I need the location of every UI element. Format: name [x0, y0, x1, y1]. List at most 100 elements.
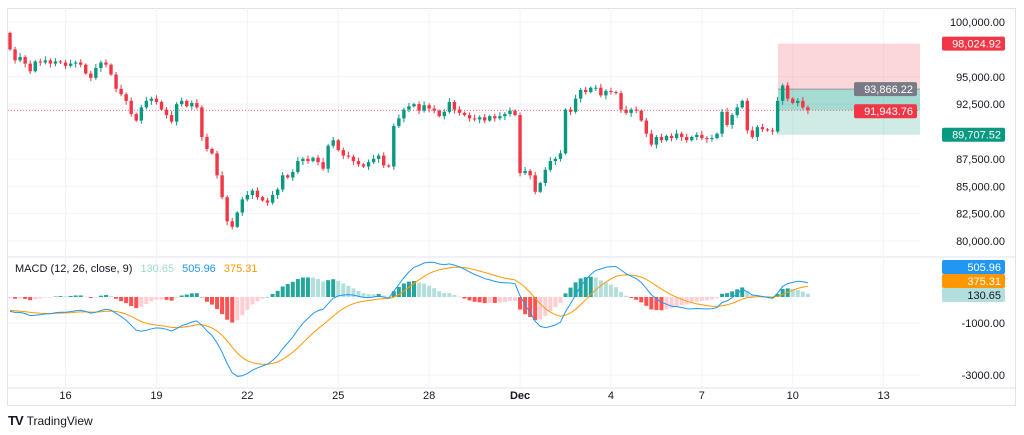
candle-body	[311, 157, 315, 162]
candle-body	[452, 101, 457, 110]
price-tick-label: 85,000.00	[956, 181, 1005, 193]
macd-histogram-bar	[563, 293, 568, 297]
candle-body	[553, 158, 558, 162]
macd-histogram-bar	[437, 291, 442, 297]
candle-body	[94, 67, 98, 78]
candle	[402, 107, 406, 123]
macd-histogram-bar	[543, 297, 548, 317]
candle-body	[483, 117, 487, 121]
candle-body	[245, 195, 250, 200]
candle	[149, 96, 154, 105]
tradingview-brand[interactable]: TV TradingView	[8, 413, 93, 428]
candle-body	[240, 199, 244, 213]
macd-histogram-bar	[184, 294, 189, 297]
candle	[301, 156, 305, 166]
candle-body	[149, 98, 154, 101]
candle-body	[604, 90, 608, 96]
macd-histogram-bar	[513, 297, 517, 301]
candle	[356, 157, 361, 167]
candle	[281, 172, 285, 193]
candle	[654, 135, 659, 149]
candle-body	[286, 175, 290, 178]
candle	[594, 85, 598, 91]
candle	[73, 60, 78, 68]
macd-histogram-bar	[442, 292, 447, 297]
candle	[306, 155, 310, 164]
brand-name: TradingView	[26, 413, 93, 428]
macd-histogram-bar	[619, 291, 624, 297]
macd-histogram-bar	[568, 287, 573, 297]
macd-histogram-bar	[290, 281, 295, 297]
macd-histogram-bar	[265, 296, 270, 298]
macd-histogram-bar	[326, 280, 331, 297]
candle-body	[654, 136, 659, 145]
macd-histogram-bar	[427, 285, 432, 297]
entry-price-tag-bg	[854, 82, 917, 97]
candle-body	[548, 161, 553, 170]
candle	[775, 96, 780, 134]
candle-body	[63, 62, 68, 66]
candle-body	[745, 100, 749, 131]
candle	[558, 150, 563, 162]
macd-histogram-bar	[129, 297, 134, 307]
candle	[503, 112, 507, 121]
macd-histogram-bar	[573, 282, 578, 297]
candle-body	[705, 138, 709, 140]
price-tick-label: 92,500.00	[956, 99, 1005, 111]
time-tick-label: Dec	[510, 390, 530, 402]
candle	[477, 115, 482, 124]
candle	[169, 111, 174, 124]
macd-histogram-bar	[361, 293, 366, 297]
candle-body	[260, 197, 265, 201]
candle	[538, 181, 542, 194]
candle	[786, 82, 790, 102]
candle	[397, 114, 401, 128]
signal-value-tag-text: 375.31	[967, 276, 1001, 288]
candle	[114, 71, 118, 93]
candle	[392, 123, 396, 170]
macd-histogram-bar	[639, 297, 644, 303]
candle	[679, 131, 684, 141]
candle	[518, 112, 522, 177]
macd-histogram-bar	[366, 294, 371, 297]
macd-histogram-bar	[88, 297, 93, 299]
macd-histogram-bar	[523, 297, 528, 315]
candle	[669, 133, 674, 142]
macd-histogram-bar	[103, 294, 108, 297]
candle	[38, 58, 42, 66]
macd-histogram-bar	[255, 297, 260, 302]
macd-histogram-bar	[654, 297, 659, 311]
candle-body	[159, 101, 164, 110]
macd-histogram-bar	[73, 295, 78, 297]
candle	[690, 135, 694, 142]
candle	[159, 100, 164, 111]
candle	[48, 58, 53, 68]
time-tick-label: 28	[423, 390, 435, 402]
time-tick-label: 16	[59, 390, 71, 402]
macd-histogram-bar	[139, 297, 144, 307]
candle	[447, 97, 452, 114]
entry-price-tag-text: 93,866.22	[864, 84, 913, 96]
candle	[472, 114, 477, 122]
candle	[417, 101, 421, 114]
candle-body	[73, 62, 78, 64]
candle-body	[392, 126, 396, 167]
macd-histogram-bar	[63, 296, 68, 297]
macd-histogram-bar	[386, 296, 391, 298]
candle-body	[543, 169, 547, 183]
macd-histogram-bar	[800, 291, 805, 297]
candle	[255, 187, 260, 200]
candle-body	[533, 175, 537, 192]
macd-histogram-bar	[285, 284, 290, 297]
take-profit-price-tag-text: 89,707.52	[952, 130, 1001, 142]
candle	[533, 172, 537, 195]
candle-body	[99, 62, 103, 68]
candle	[225, 195, 229, 226]
macd-histogram-bar	[316, 278, 321, 297]
candle	[710, 134, 714, 142]
candle	[452, 99, 457, 114]
candle-body	[321, 162, 325, 169]
candle	[33, 60, 37, 73]
candle-body	[346, 155, 351, 157]
